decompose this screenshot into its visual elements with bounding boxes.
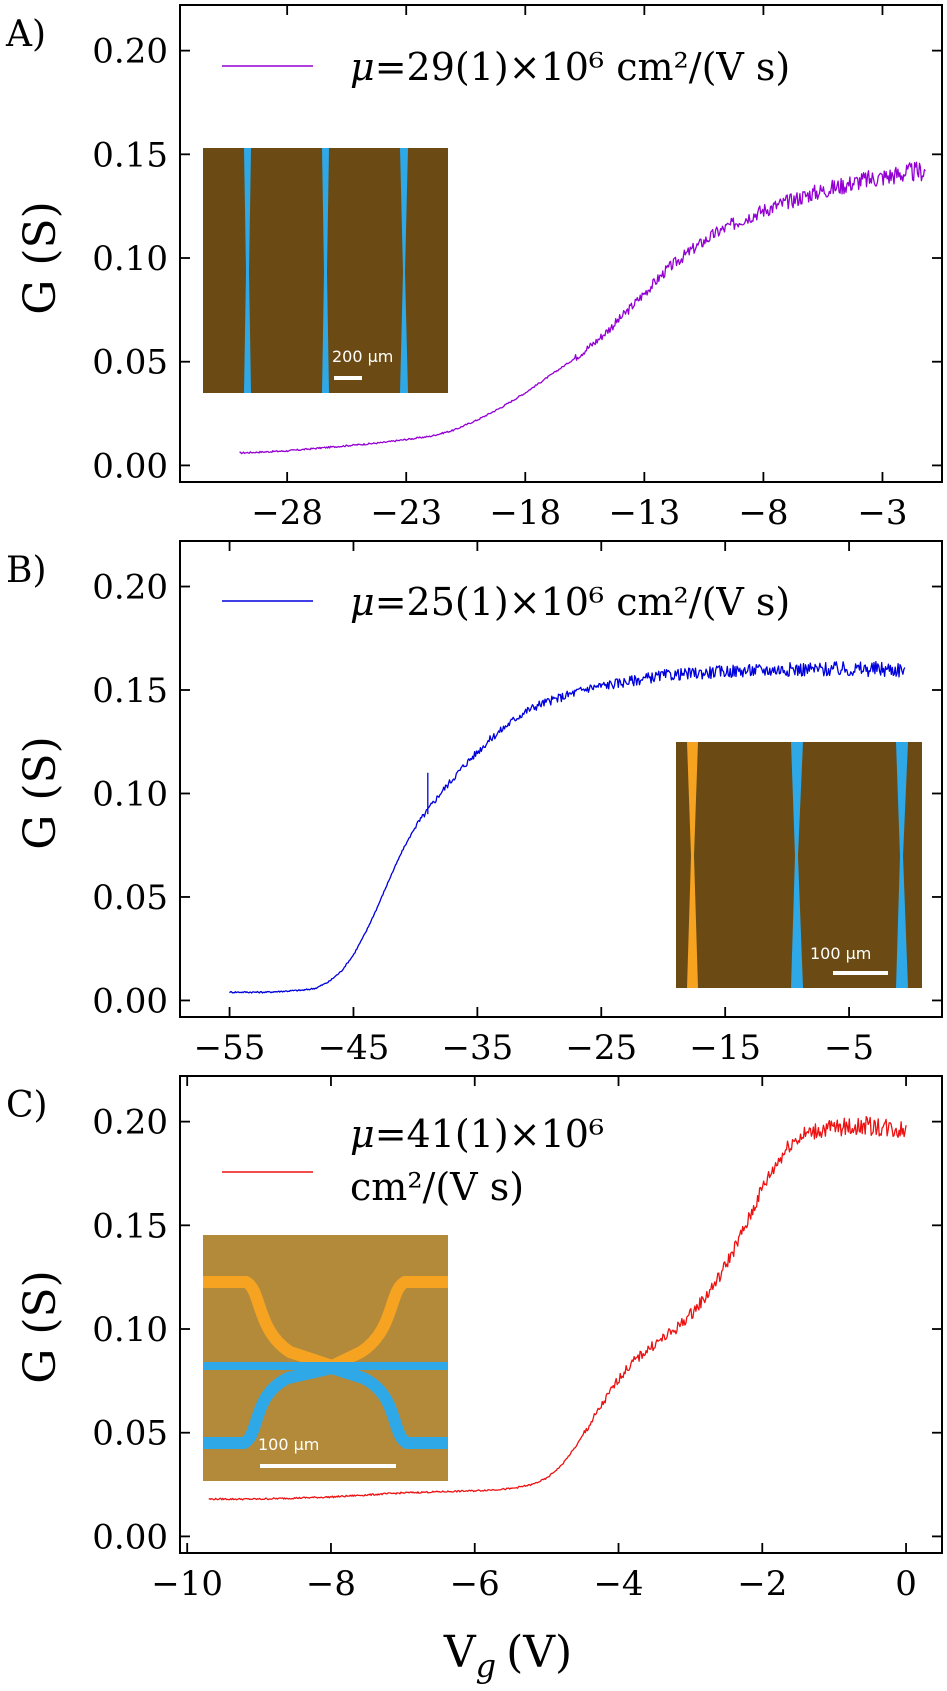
panel-a-xtick-label: −3	[857, 493, 907, 533]
panel-b-ytick-label: 0.05	[92, 878, 168, 918]
svg-text:G (S): G (S)	[15, 736, 66, 850]
panel-c-frame	[179, 1075, 943, 1554]
svg-text:μ=41(1)×10⁶: μ=41(1)×10⁶	[350, 1112, 604, 1156]
inset-a-scale-bar	[334, 376, 362, 380]
panel-a-xtick-label: −13	[608, 493, 680, 533]
panel-a-xtick-label: −18	[489, 493, 561, 533]
svg-text:G (S): G (S)	[15, 1270, 66, 1384]
inset-b-scale-label: 100 μm	[810, 944, 871, 963]
panel-b-ytick-label: 0.20	[92, 568, 168, 608]
panel-b-ytick-label: 0.15	[92, 671, 168, 711]
panel-b-label: B)	[6, 550, 47, 591]
panel-c-legend: μ=41(1)×10⁶ cm²/(V s)	[222, 1112, 604, 1209]
panel-c-legend-line2: cm²/(V s)	[350, 1165, 524, 1209]
panel-c-xtick-label: −6	[450, 1564, 500, 1604]
panel-a-ytick-label: 0.00	[92, 446, 168, 486]
inset-b-channel-blue-2	[896, 742, 908, 988]
svg-text:μ=25(1)×10⁶ cm²/(V s): μ=25(1)×10⁶ cm²/(V s)	[350, 580, 790, 624]
inset-b-scale-bar	[833, 971, 888, 975]
panel-b-xtick-label: −55	[194, 1028, 266, 1068]
inset-c-scale-label: 100 μm	[258, 1435, 319, 1454]
panel-c-ytick-label: 0.00	[92, 1517, 168, 1557]
panel-c-xtick-label: −2	[737, 1564, 787, 1604]
panel-a-legend-text: =29(1)×10⁶ cm²/(V s)	[375, 45, 791, 89]
panel-a-xtick-label: −23	[370, 493, 442, 533]
panel-b-legend-text: =25(1)×10⁶ cm²/(V s)	[375, 580, 791, 624]
inset-b-channel-orange	[687, 742, 698, 988]
panel-c-xtick-label: −8	[306, 1564, 356, 1604]
panel-c: −10 −8 −6 −4 −2 0 0.00 0.05 0.10 0.15 0.20	[92, 1075, 943, 1604]
panel-c-xtick-label: 0	[895, 1564, 917, 1604]
panel-c-ytick-label: 0.20	[92, 1103, 168, 1143]
panel-a-data-line	[239, 161, 926, 455]
inset-c-scale-bar	[260, 1464, 396, 1468]
panel-a-ytick-label: 0.15	[92, 135, 168, 175]
panel-b-ytick-label: 0.00	[92, 981, 168, 1021]
panel-c-xtick-label: −4	[593, 1564, 643, 1604]
panel-b-xtick-label: −5	[824, 1028, 874, 1068]
panel-b-legend-mu: μ	[350, 580, 375, 624]
panel-b: −55 −45 −35 −25 −15 −5 0.00 0.05 0.10 0.15 0.20	[92, 540, 943, 1068]
inset-a-channel-3	[400, 148, 408, 393]
panel-c-ylabel: G (S)	[15, 1270, 66, 1384]
panel-a-label: A)	[5, 14, 46, 55]
svg-text:G (S): G (S)	[15, 201, 66, 315]
panel-a-legend-mu: μ	[350, 45, 375, 89]
panel-c-legend-mu: μ	[350, 1112, 375, 1156]
inset-a-channel-1	[244, 148, 251, 393]
inset-c-electrode-blue-left	[203, 1362, 334, 1449]
inset-a-channel-2	[322, 148, 329, 393]
panel-b-xtick-label: −25	[565, 1028, 637, 1068]
x-axis-title: Vg (V)	[443, 1627, 572, 1685]
panel-a-legend: μ=29(1)×10⁶ cm²/(V s)	[222, 45, 790, 89]
panel-b-xtick-label: −45	[318, 1028, 390, 1068]
panel-b-inset: 100 μm	[676, 742, 922, 988]
panel-c-ytick-label: 0.10	[92, 1310, 168, 1350]
panel-c-legend-line1: =41(1)×10⁶	[375, 1112, 604, 1156]
panel-a-xtick-label: −8	[738, 493, 788, 533]
panel-b-data-line	[229, 660, 906, 994]
panel-c-ytick-label: 0.05	[92, 1414, 168, 1454]
panel-c-data-line	[208, 1115, 907, 1501]
svg-text:μ=29(1)×10⁶ cm²/(V s): μ=29(1)×10⁶ cm²/(V s)	[350, 45, 790, 89]
panel-a-ytick-label: 0.10	[92, 239, 168, 279]
panel-b-ytick-label: 0.10	[92, 774, 168, 814]
inset-c-electrode-orange-right	[329, 1276, 448, 1372]
panel-c-inset: 100 μm	[203, 1235, 448, 1481]
panel-b-ylabel: G (S)	[15, 736, 66, 850]
panel-b-xtick-label: −35	[441, 1028, 513, 1068]
panel-a-ytick-label: 0.20	[92, 32, 168, 72]
panel-a-ylabel: G (S)	[15, 201, 66, 315]
panel-c-xtick-label: −10	[151, 1564, 223, 1604]
panel-a-xtick-label: −28	[251, 493, 323, 533]
panel-b-frame	[179, 540, 943, 1018]
inset-b-channel-blue-1	[791, 742, 803, 988]
panel-a: −28 −23 −18 −13 −8 −3 0.00 0.05 0.10 0.15 0.20	[92, 4, 943, 533]
panel-c-label: C)	[6, 1085, 48, 1126]
panel-b-legend: μ=25(1)×10⁶ cm²/(V s)	[222, 580, 790, 624]
panel-a-frame	[179, 4, 943, 483]
panel-b-xtick-label: −15	[689, 1028, 761, 1068]
inset-c-electrode-blue-right	[330, 1362, 448, 1449]
panel-a-ytick-label: 0.05	[92, 343, 168, 383]
panel-a-inset: 200 μm	[203, 148, 448, 393]
inset-a-scale-label: 200 μm	[332, 347, 393, 366]
inset-c-electrode-orange-left	[203, 1276, 334, 1372]
panel-c-ytick-label: 0.15	[92, 1206, 168, 1246]
